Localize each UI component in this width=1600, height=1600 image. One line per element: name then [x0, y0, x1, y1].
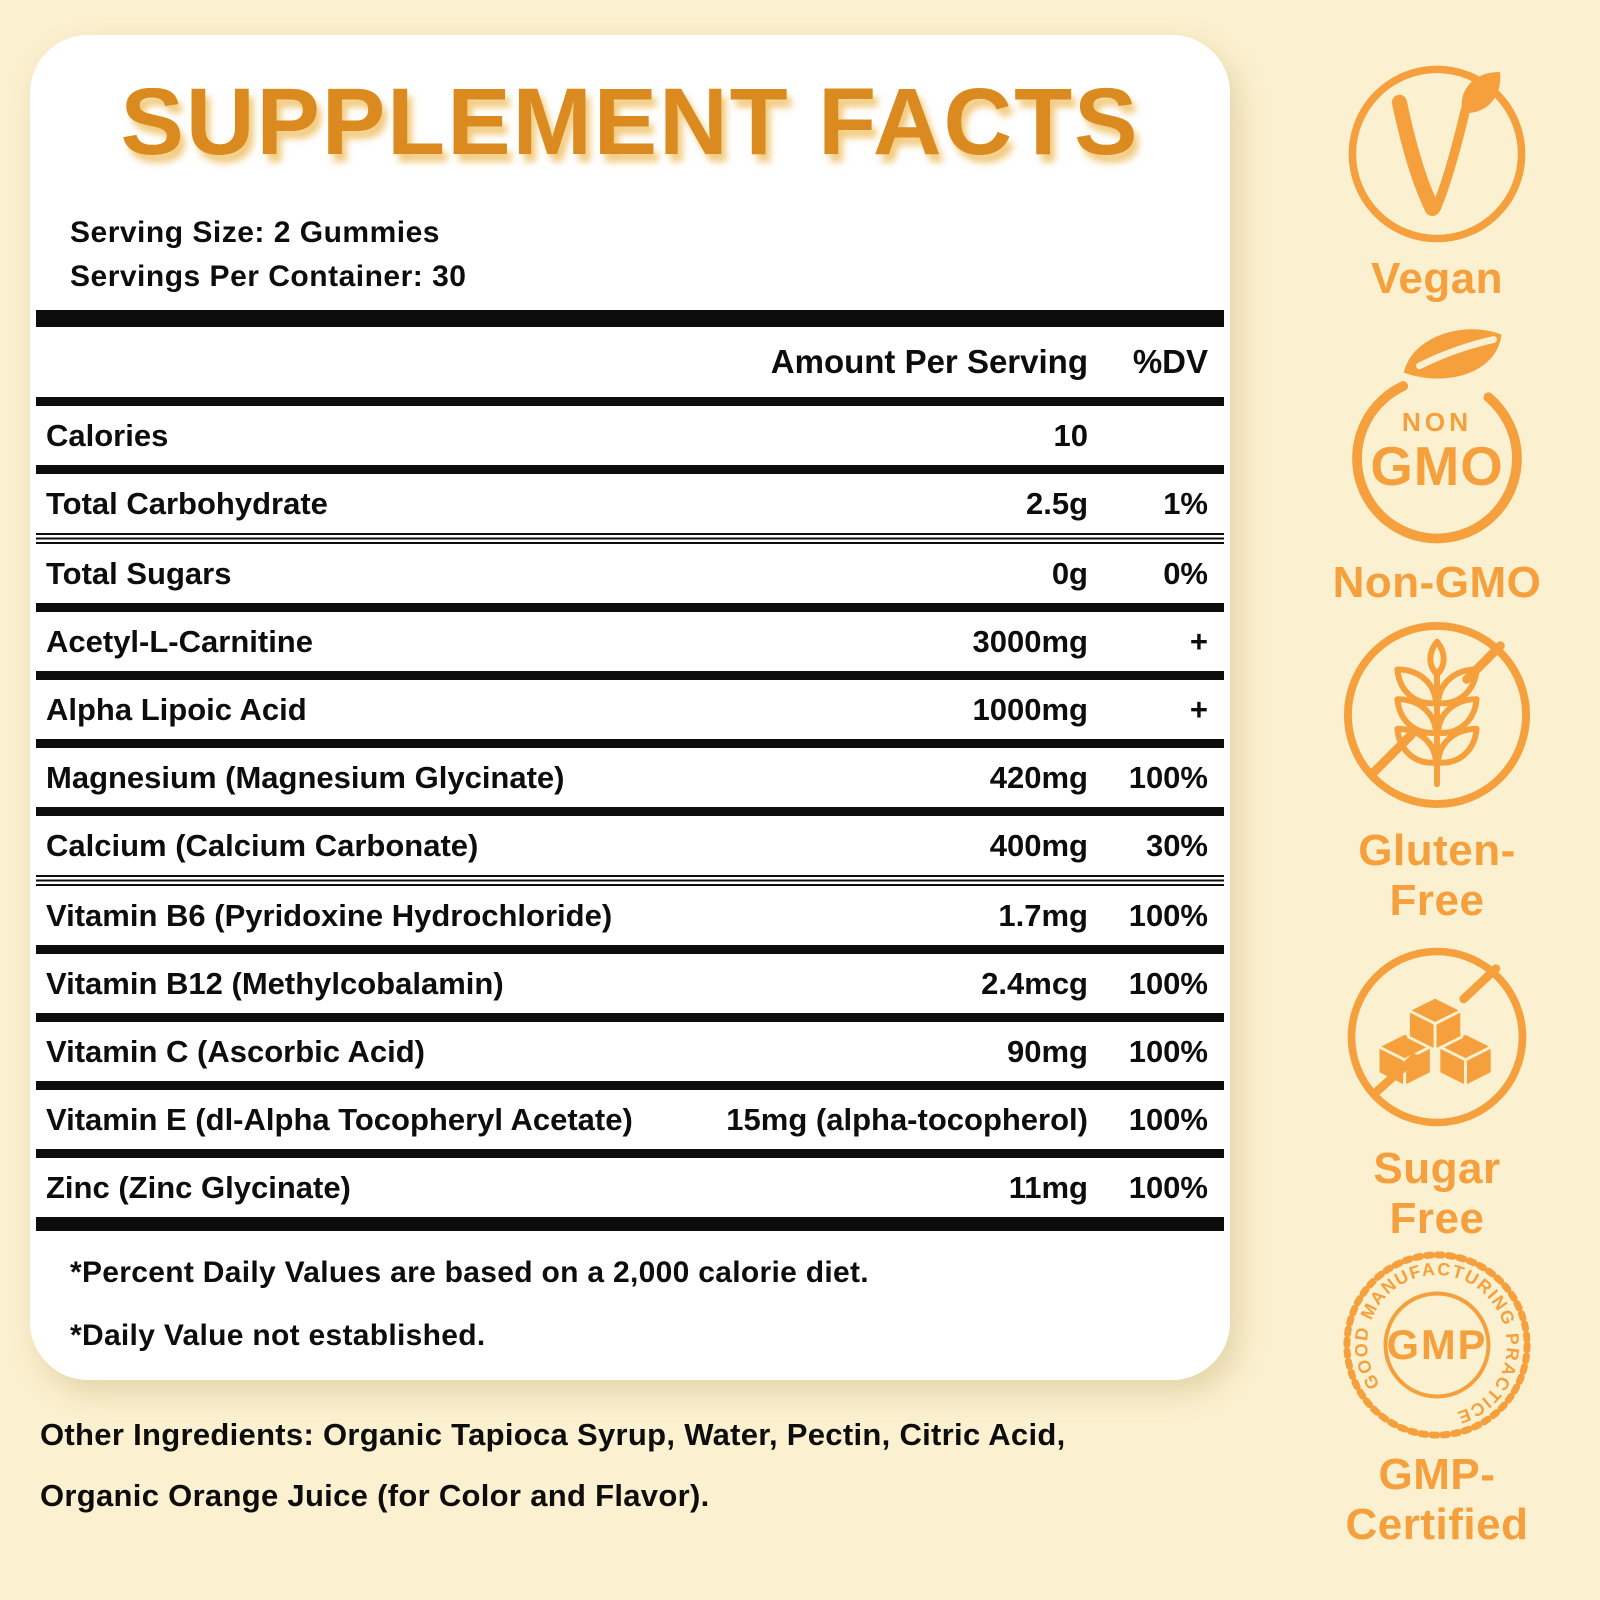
rule [36, 945, 1224, 954]
row-calcium: Calcium (Calcium Carbonate) 400mg 30% [36, 816, 1224, 875]
row-name: Acetyl-L-Carnitine [46, 623, 313, 659]
footnotes: *Percent Daily Values are based on a 2,0… [70, 1241, 869, 1367]
row-acetyl-l-carnitine: Acetyl-L-Carnitine 3000mg + [36, 612, 1224, 671]
facts-table: Amount Per Serving %DV Calories 10 Total… [36, 310, 1224, 1231]
non-gmo-inner-bottom: GMO [1370, 436, 1503, 497]
badge-sugar-free: Sugar Free [1287, 942, 1587, 1244]
double-rule [36, 533, 1224, 544]
row-dv: 100% [1128, 1101, 1208, 1137]
row-name: Vitamin B6 (Pyridoxine Hydrochloride) [46, 897, 613, 933]
rule [36, 1013, 1224, 1022]
rule [36, 1081, 1224, 1090]
sugar-free-icon [1347, 947, 1527, 1127]
footnote-percent-dv: *Percent Daily Values are based on a 2,0… [70, 1256, 869, 1289]
row-name: Vitamin B12 (Methylcobalamin) [46, 965, 504, 1001]
row-dv: 100% [1128, 897, 1208, 933]
badge-gluten-free-label: Gluten- Free [1358, 826, 1516, 925]
row-total-carbohydrate: Total Carbohydrate 2.5g 1% [36, 474, 1224, 533]
row-name: Zinc (Zinc Glycinate) [46, 1169, 351, 1205]
row-name: Total Carbohydrate [46, 485, 328, 521]
rule [36, 397, 1224, 406]
rule [36, 603, 1224, 612]
gmp-seal-icon: GOOD MANUFACTURING PRACTICE GMP [1343, 1251, 1531, 1439]
row-name: Total Sugars [46, 555, 232, 591]
row-amount: 15mg (alpha-tocopherol) [726, 1101, 1088, 1137]
badge-gmp-certified: GOOD MANUFACTURING PRACTICE GMP GMP- Cer… [1287, 1246, 1587, 1550]
row-name: Vitamin C (Ascorbic Acid) [46, 1033, 425, 1069]
badge-vegan: Vegan [1287, 60, 1587, 304]
row-dv: 1% [1163, 485, 1208, 521]
table-top-bar [36, 310, 1224, 327]
badge-sugar-free-label: Sugar Free [1373, 1144, 1501, 1243]
row-dv: 100% [1128, 1033, 1208, 1069]
row-dv: 100% [1128, 1169, 1208, 1205]
row-name: Vitamin E (dl-Alpha Tocopheryl Acetate) [46, 1101, 633, 1137]
table-bottom-bar [36, 1217, 1224, 1231]
row-name: Alpha Lipoic Acid [46, 691, 307, 727]
row-amount: 3000mg [972, 623, 1088, 659]
rule [36, 807, 1224, 816]
gmp-center-text: GMP [1387, 1321, 1488, 1368]
header-amount: Amount Per Serving [770, 343, 1088, 380]
header-dv: %DV [1132, 343, 1208, 380]
row-amount: 1.7mg [998, 897, 1088, 933]
row-amount: 1000mg [972, 691, 1088, 727]
row-vitamin-c: Vitamin C (Ascorbic Acid) 90mg 100% [36, 1022, 1224, 1081]
row-amount: 400mg [989, 827, 1088, 863]
row-amount: 90mg [1007, 1033, 1088, 1069]
badge-non-gmo-label: Non-GMO [1332, 558, 1542, 607]
rule [36, 739, 1224, 748]
row-amount: 0g [1051, 555, 1088, 591]
non-gmo-icon: NON GMO [1352, 329, 1522, 544]
badge-vegan-label: Vegan [1370, 254, 1504, 303]
row-amount: 420mg [989, 759, 1088, 795]
row-name: Calories [46, 417, 169, 453]
row-magnesium: Magnesium (Magnesium Glycinate) 420mg 10… [36, 748, 1224, 807]
facts-card: SUPPLEMENT FACTS Serving Size: 2 Gummies… [30, 35, 1230, 1380]
serving-info: Serving Size: 2 Gummies Servings Per Con… [70, 211, 466, 299]
row-amount: 2.4mcg [981, 965, 1088, 1001]
rule [36, 1149, 1224, 1158]
other-ingredients: Other Ingredients: Organic Tapioca Syrup… [40, 1417, 1066, 1513]
table-header-row: Amount Per Serving %DV [36, 327, 1224, 397]
badge-non-gmo: NON GMO Non-GMO [1287, 322, 1587, 608]
row-vitamin-e: Vitamin E (dl-Alpha Tocopheryl Acetate) … [36, 1090, 1224, 1149]
row-alpha-lipoic-acid: Alpha Lipoic Acid 1000mg + [36, 680, 1224, 739]
badge-gmp-certified-label: GMP- Certified [1345, 1450, 1529, 1549]
servings-per-container: Servings Per Container: 30 [70, 260, 467, 293]
row-total-sugars: Total Sugars 0g 0% [36, 544, 1224, 603]
page-title: SUPPLEMENT FACTS [120, 69, 1140, 175]
row-name: Calcium (Calcium Carbonate) [46, 827, 479, 863]
row-calories: Calories 10 [36, 406, 1224, 465]
row-dv: 30% [1145, 827, 1208, 863]
row-dv: 0% [1163, 555, 1208, 591]
row-amount: 10 [1053, 417, 1088, 453]
row-dv: 100% [1128, 965, 1208, 1001]
footnote-dv-not-established: *Daily Value not established. [70, 1319, 486, 1352]
row-amount: 2.5g [1025, 485, 1088, 521]
serving-size: Serving Size: 2 Gummies [70, 216, 440, 249]
row-vitamin-b12: Vitamin B12 (Methylcobalamin) 2.4mcg 100… [36, 954, 1224, 1013]
rule [36, 671, 1224, 680]
row-name: Magnesium (Magnesium Glycinate) [46, 759, 565, 795]
row-dv: + [1189, 623, 1208, 659]
rule [36, 465, 1224, 474]
double-rule [36, 875, 1224, 886]
vegan-icon [1348, 65, 1526, 243]
row-dv: + [1189, 691, 1208, 727]
non-gmo-inner-top: NON [1402, 407, 1472, 437]
row-amount: 11mg [1008, 1169, 1088, 1205]
row-vitamin-b6: Vitamin B6 (Pyridoxine Hydrochloride) 1.… [36, 886, 1224, 945]
row-zinc: Zinc (Zinc Glycinate) 11mg 100% [36, 1158, 1224, 1217]
badge-gluten-free: Gluten- Free [1287, 616, 1587, 926]
gluten-free-icon [1343, 621, 1531, 809]
row-dv: 100% [1128, 759, 1208, 795]
